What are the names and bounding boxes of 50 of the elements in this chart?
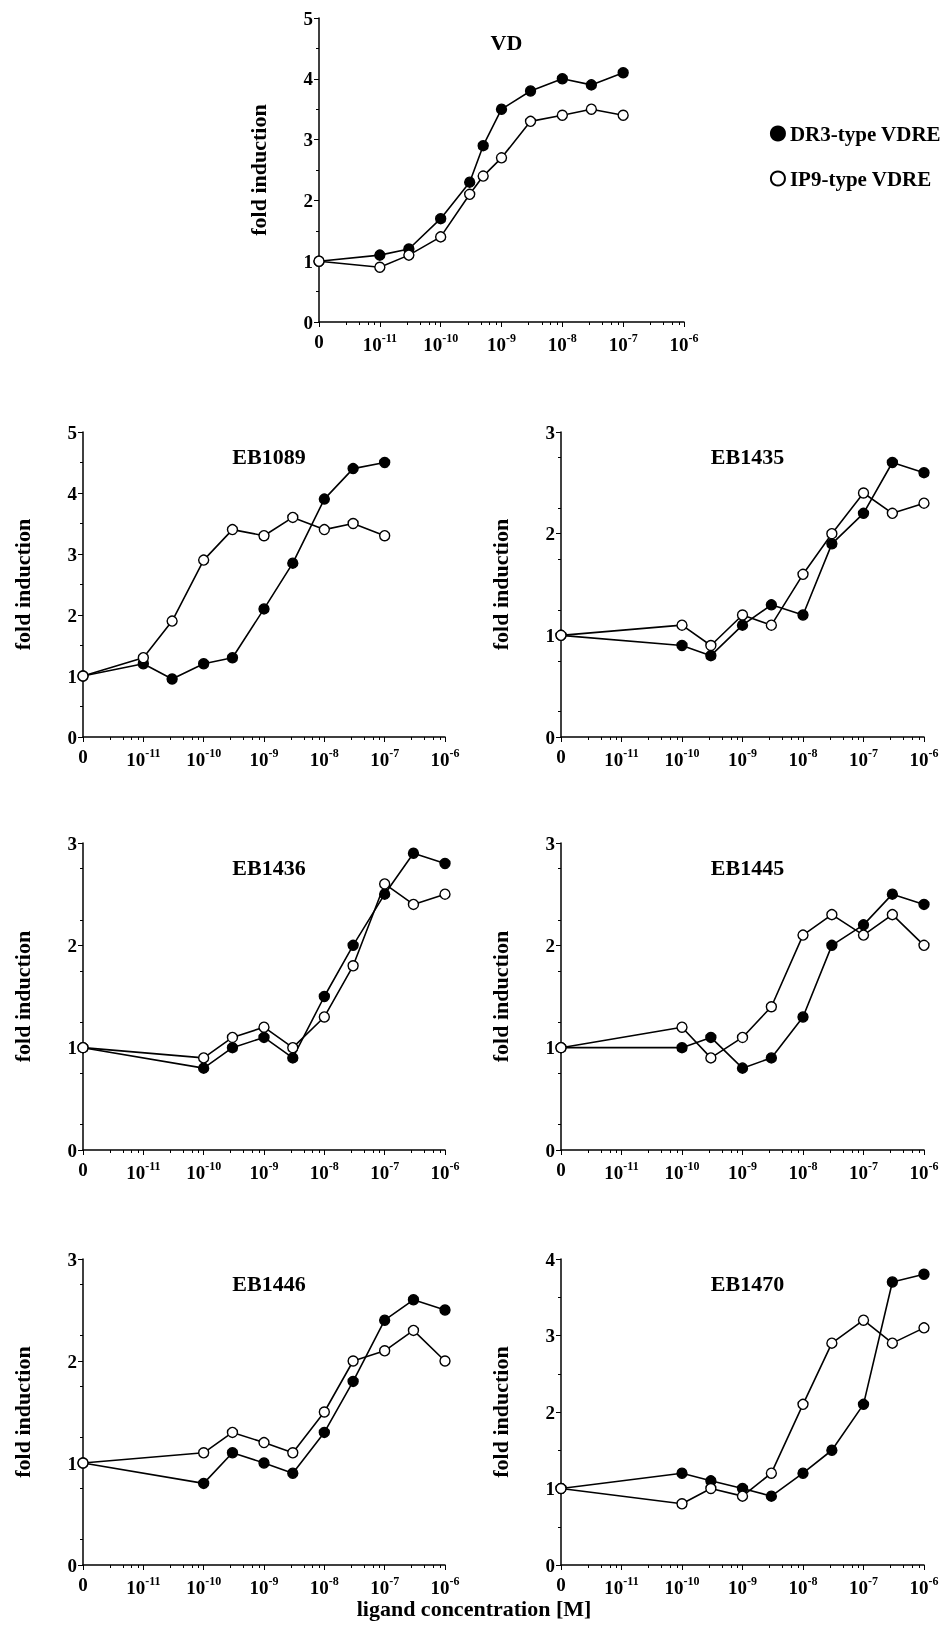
y-tick-label: 3 [303, 129, 313, 151]
y-tick-label: 5 [303, 7, 313, 29]
y-axis-title: fold induction [487, 930, 513, 1063]
y-tick-label: 1 [545, 1478, 555, 1499]
y-tick-label: 3 [67, 1248, 77, 1270]
y-tick-label: 2 [303, 189, 313, 211]
legend-label: IP9-type VDRE [789, 166, 932, 191]
y-tick-label: 3 [67, 832, 77, 854]
y-tick-label: 2 [67, 1350, 77, 1372]
y-tick-label: 3 [67, 543, 77, 565]
y-axis-title: fold induction [9, 930, 35, 1063]
y-tick-label: 4 [303, 68, 314, 90]
y-tick-label: 3 [545, 421, 555, 443]
y-tick-label: 0 [67, 1139, 77, 1161]
y-tick-label: 4 [67, 482, 78, 504]
y-tick-label: 0 [67, 1554, 77, 1576]
y-tick-label: 2 [545, 1401, 555, 1423]
y-axis-title: fold induction [9, 1346, 35, 1478]
y-tick-label: 0 [545, 1139, 555, 1161]
text: EB1089 [232, 443, 306, 469]
y-tick-label: 0 [303, 311, 313, 333]
y-tick-label: 1 [545, 1037, 555, 1059]
y-axis-title: fold induction [487, 1346, 513, 1478]
y-tick-label: 3 [545, 832, 555, 854]
y-axis-title: fold induction [487, 518, 513, 651]
text: EB1446 [232, 1270, 306, 1296]
y-tick-label: 2 [545, 934, 555, 956]
y-tick-label: 1 [545, 624, 555, 646]
text: EB1436 [232, 854, 306, 880]
y-tick-label: 1 [303, 250, 313, 272]
y-tick-label: 4 [545, 1248, 556, 1270]
x-axis-title: ligand concentration [M] [355, 1596, 593, 1622]
y-tick-label: 0 [545, 1554, 555, 1576]
y-axis-title: fold induction [245, 104, 271, 236]
y-tick-label: 5 [67, 421, 77, 443]
text: EB1445 [710, 854, 785, 880]
y-tick-label: 3 [545, 1325, 555, 1346]
y-tick-label: 0 [545, 726, 555, 748]
y-tick-label: 2 [67, 604, 77, 626]
y-tick-label: 2 [67, 934, 77, 956]
y-tick-label: 0 [67, 726, 77, 748]
y-tick-label: 1 [67, 1037, 77, 1059]
y-tick-label: 1 [67, 1452, 77, 1474]
text: EB1470 [710, 1270, 785, 1296]
y-axis-title: fold induction [9, 518, 35, 651]
y-tick-label: 1 [67, 665, 77, 687]
text: VD [490, 29, 523, 55]
legend-label: DR3-type VDRE [789, 121, 941, 146]
text: EB1435 [710, 443, 785, 469]
y-tick-label: 2 [545, 523, 555, 545]
